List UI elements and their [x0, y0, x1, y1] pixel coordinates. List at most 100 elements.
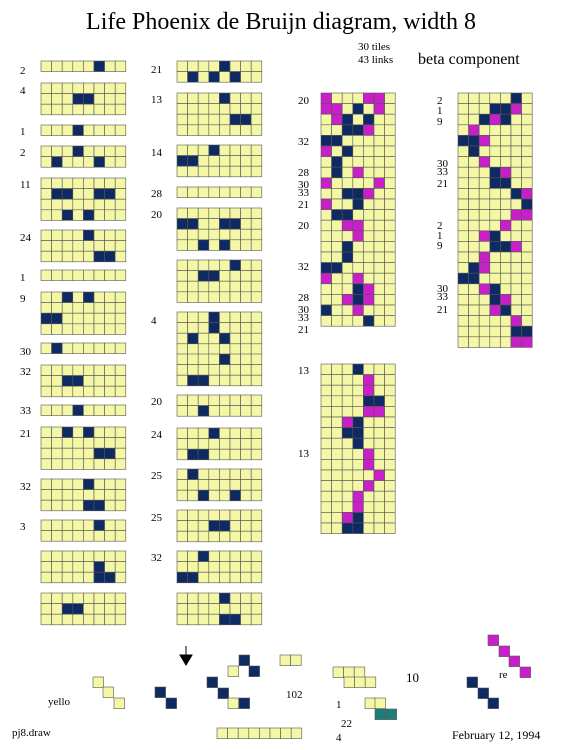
filled-cell: [197, 374, 210, 387]
empty-cell: [341, 490, 354, 503]
empty-cell: [457, 113, 469, 126]
empty-cell: [468, 336, 480, 348]
empty-cell: [72, 364, 84, 376]
empty-cell: [468, 230, 480, 242]
col2-tile: [176, 311, 263, 355]
empty-cell: [72, 385, 84, 398]
empty-cell: [240, 71, 252, 83]
empty-cell: [240, 186, 252, 198]
filled-cell: [197, 405, 210, 417]
filled-cell: [197, 270, 210, 282]
empty-cell: [208, 374, 220, 387]
empty-cell: [176, 509, 188, 521]
empty-cell: [373, 363, 385, 375]
empty-cell: [176, 550, 188, 562]
empty-cell: [83, 404, 95, 416]
empty-cell: [104, 323, 116, 335]
empty-cell: [521, 315, 533, 327]
col1-label: 3: [20, 521, 26, 533]
filled-cell: [489, 294, 501, 306]
empty-cell: [240, 270, 252, 282]
empty-cell: [61, 93, 74, 105]
label-yello: yello: [48, 696, 70, 708]
empty-cell: [457, 325, 469, 338]
empty-cell: [363, 219, 375, 232]
empty-cell: [51, 269, 63, 281]
empty-cell: [51, 404, 63, 416]
empty-cell: [320, 294, 332, 306]
filled-cell: [187, 448, 199, 461]
empty-cell: [240, 520, 252, 532]
empty-cell: [51, 478, 63, 490]
empty-cell: [61, 437, 74, 449]
filled-cell: [93, 188, 105, 200]
empty-cell: [250, 155, 263, 167]
empty-cell: [114, 188, 127, 200]
filled-cell: [341, 113, 354, 126]
empty-cell: [176, 530, 188, 543]
filled-cell: [72, 375, 84, 387]
empty-cell: [83, 561, 95, 573]
empty-cell: [240, 468, 252, 480]
empty-cell: [51, 93, 63, 105]
filled-cell: [93, 156, 105, 168]
empty-cell: [219, 405, 231, 417]
empty-cell: [93, 437, 105, 449]
empty-cell: [208, 239, 220, 251]
empty-cell: [187, 394, 199, 406]
empty-cell: [187, 186, 199, 198]
empty-cell: [229, 60, 241, 72]
empty-cell: [40, 342, 52, 354]
empty-cell: [93, 613, 105, 626]
col1-label: 11: [20, 179, 31, 191]
empty-cell: [229, 280, 241, 293]
empty-cell: [229, 394, 241, 406]
empty-cell: [114, 240, 127, 252]
empty-cell: [104, 291, 116, 303]
empty-cell: [250, 311, 263, 323]
empty-cell: [373, 459, 385, 471]
empty-cell: [187, 92, 199, 104]
empty-cell: [363, 241, 375, 253]
empty-cell: [176, 259, 188, 271]
filled-cell: [352, 124, 364, 136]
empty-cell: [384, 501, 396, 513]
empty-cell: [187, 603, 199, 615]
empty-cell: [83, 60, 95, 72]
filled-cell: [93, 561, 105, 573]
empty-cell: [478, 145, 491, 157]
magenta-cell: [478, 262, 491, 274]
filled-cell: [61, 291, 74, 303]
col1-tile: [40, 478, 127, 512]
empty-cell: [384, 490, 396, 503]
empty-cell: [478, 241, 491, 253]
empty-cell: [468, 315, 480, 327]
empty-cell: [219, 165, 231, 178]
empty-cell: [468, 209, 480, 221]
empty-cell: [341, 395, 354, 407]
empty-cell: [229, 92, 241, 104]
empty-cell: [40, 447, 52, 460]
empty-cell: [219, 561, 231, 573]
empty-cell: [187, 479, 199, 491]
empty-cell: [250, 561, 263, 573]
empty-cell: [104, 499, 116, 512]
filled-cell: [61, 188, 74, 200]
empty-cell: [229, 592, 241, 604]
filled-cell: [219, 520, 231, 532]
col3-label: 21: [298, 324, 309, 336]
filled-cell: [229, 259, 241, 271]
empty-cell: [363, 198, 375, 210]
label-22: 22: [341, 718, 352, 730]
empty-cell: [104, 269, 116, 281]
filled-cell: [331, 166, 343, 179]
magenta-cell: [478, 156, 491, 168]
empty-cell: [93, 426, 105, 438]
filled-cell: [240, 113, 252, 126]
empty-cell: [176, 613, 188, 626]
empty-cell: [384, 92, 396, 104]
empty-cell: [320, 459, 332, 471]
empty-cell: [208, 291, 220, 303]
empty-cell: [51, 364, 63, 376]
empty-cell: [40, 323, 52, 335]
